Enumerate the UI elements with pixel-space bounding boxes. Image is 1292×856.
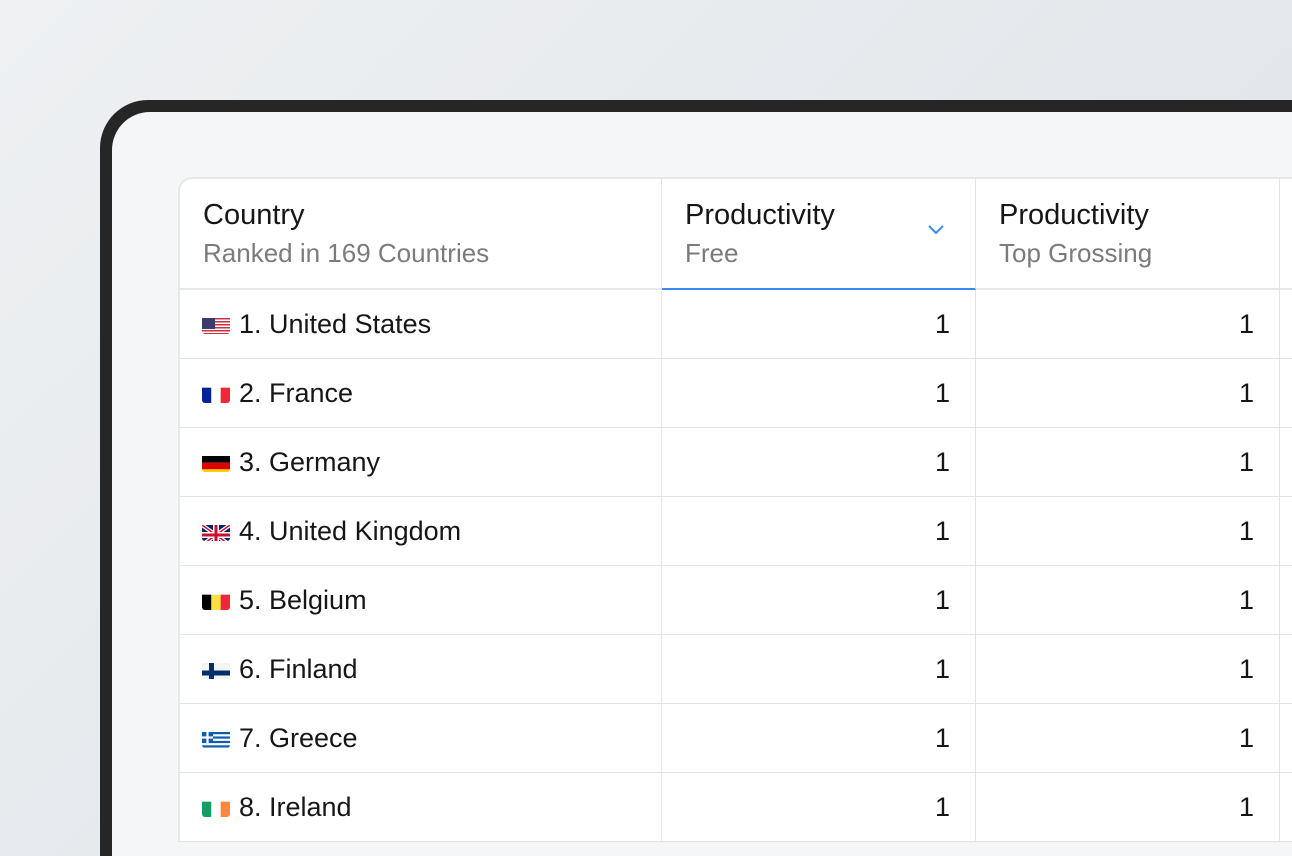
top-grossing-rank-cell: 1 xyxy=(976,290,1280,358)
free-rank-cell: 1 xyxy=(662,428,976,496)
country-cell: 8. Ireland xyxy=(180,773,662,841)
table-body: 1. United States 1 1 2. France 1 1 3. Germany 1… xyxy=(180,290,1292,842)
top-grossing-rank-cell: 1 xyxy=(976,497,1280,565)
column-title: Country xyxy=(203,199,305,231)
column-subtitle: Top Grossing xyxy=(999,238,1153,268)
country-name: 3. Germany xyxy=(239,446,381,477)
column-header-productivity-free[interactable]: Productivity Free xyxy=(662,179,976,290)
country-name: 2. France xyxy=(239,377,354,408)
country-name: 4. United Kingdom xyxy=(239,515,462,546)
flag-us-icon xyxy=(202,314,230,334)
top-grossing-rank-cell: 1 xyxy=(976,635,1280,703)
country-cell: 5. Belgium xyxy=(180,566,662,634)
rankings-table: Country Ranked in 169 Countries Producti… xyxy=(178,177,1292,842)
flag-fi-icon xyxy=(202,659,230,679)
column-header-next xyxy=(1280,179,1292,288)
country-name: 5. Belgium xyxy=(239,584,367,615)
next-column-cell xyxy=(1280,428,1292,496)
flag-de-icon xyxy=(202,452,230,472)
next-column-cell xyxy=(1280,704,1292,772)
country-name: 1. United States xyxy=(239,308,432,339)
column-title: Productivity xyxy=(685,199,835,231)
flag-gr-icon xyxy=(202,728,230,748)
flag-be-icon xyxy=(202,590,230,610)
country-cell: 4. United Kingdom xyxy=(180,497,662,565)
top-grossing-rank-cell: 1 xyxy=(976,704,1280,772)
top-grossing-rank-cell: 1 xyxy=(976,566,1280,634)
country-name: 6. Finland xyxy=(239,653,358,684)
country-cell: 7. Greece xyxy=(180,704,662,772)
free-rank-cell: 1 xyxy=(662,290,976,358)
table-header: Country Ranked in 169 Countries Producti… xyxy=(180,179,1292,290)
free-rank-cell: 1 xyxy=(662,635,976,703)
column-subtitle: Ranked in 169 Countries xyxy=(203,238,490,268)
country-cell: 2. France xyxy=(180,359,662,427)
next-column-cell xyxy=(1280,566,1292,634)
free-rank-cell: 1 xyxy=(662,359,976,427)
next-column-cell xyxy=(1280,497,1292,565)
free-rank-cell: 1 xyxy=(662,773,976,841)
column-subtitle: Free xyxy=(685,238,739,268)
table-row[interactable]: 7. Greece 1 1 xyxy=(180,704,1292,773)
flag-fr-icon xyxy=(202,383,230,403)
flag-ie-icon xyxy=(202,797,230,817)
next-column-cell xyxy=(1280,635,1292,703)
flag-gb-icon xyxy=(202,521,230,541)
next-column-cell xyxy=(1280,773,1292,841)
country-name: 7. Greece xyxy=(239,722,358,753)
country-cell: 1. United States xyxy=(180,290,662,358)
next-column-cell xyxy=(1280,290,1292,358)
table-row[interactable]: 2. France 1 1 xyxy=(180,359,1292,428)
column-header-country[interactable]: Country Ranked in 169 Countries xyxy=(180,179,662,288)
country-cell: 6. Finland xyxy=(180,635,662,703)
chevron-down-icon[interactable] xyxy=(927,223,945,235)
table-row[interactable]: 1. United States 1 1 xyxy=(180,290,1292,359)
top-grossing-rank-cell: 1 xyxy=(976,359,1280,427)
column-title: Productivity xyxy=(999,199,1149,231)
free-rank-cell: 1 xyxy=(662,566,976,634)
country-name: 8. Ireland xyxy=(239,791,352,822)
free-rank-cell: 1 xyxy=(662,704,976,772)
table-row[interactable]: 4. United Kingdom 1 1 xyxy=(180,497,1292,566)
top-grossing-rank-cell: 1 xyxy=(976,773,1280,841)
screen: Country Ranked in 169 Countries Producti… xyxy=(112,112,1292,856)
column-header-productivity-top-grossing[interactable]: Productivity Top Grossing xyxy=(976,179,1280,288)
table-row[interactable]: 6. Finland 1 1 xyxy=(180,635,1292,704)
next-column-cell xyxy=(1280,359,1292,427)
free-rank-cell: 1 xyxy=(662,497,976,565)
table-row[interactable]: 3. Germany 1 1 xyxy=(180,428,1292,497)
top-grossing-rank-cell: 1 xyxy=(976,428,1280,496)
table-row[interactable]: 5. Belgium 1 1 xyxy=(180,566,1292,635)
device-frame: Country Ranked in 169 Countries Producti… xyxy=(100,100,1292,856)
country-cell: 3. Germany xyxy=(180,428,662,496)
table-row[interactable]: 8. Ireland 1 1 xyxy=(180,773,1292,842)
